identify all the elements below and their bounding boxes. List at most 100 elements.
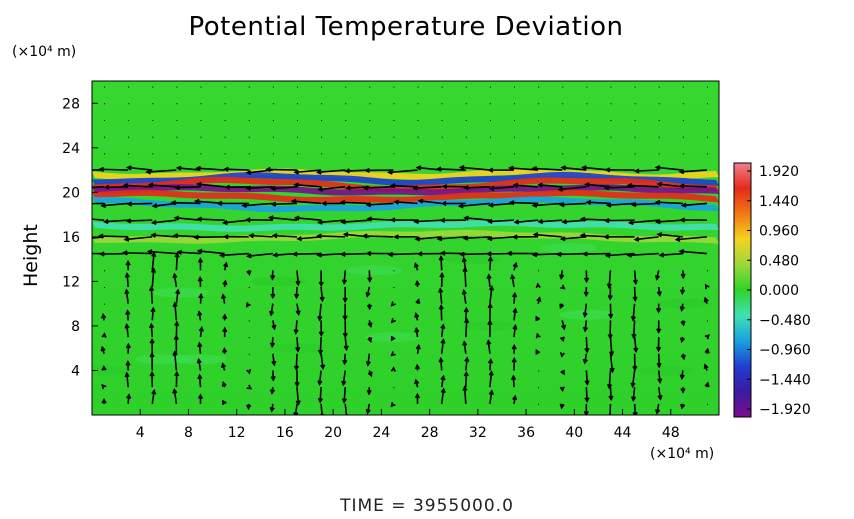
wind-dot bbox=[321, 103, 323, 105]
wind-arrowhead bbox=[630, 316, 636, 322]
y-tick-label: 12 bbox=[62, 274, 80, 290]
wind-arrowhead bbox=[440, 338, 446, 344]
wind-arrowhead bbox=[630, 382, 636, 389]
wind-dot bbox=[104, 119, 106, 121]
wind-arrowhead bbox=[365, 292, 371, 298]
wind-arrowhead bbox=[193, 198, 200, 205]
y-tick-label: 24 bbox=[62, 141, 80, 157]
wind-dot bbox=[104, 153, 106, 155]
wind-arrowhead bbox=[632, 365, 638, 372]
wind-arrow bbox=[197, 359, 202, 371]
wind-arrowhead bbox=[679, 374, 685, 381]
wind-arrow bbox=[487, 274, 491, 288]
wind-arrow bbox=[174, 303, 178, 321]
wind-arrowhead bbox=[605, 202, 612, 208]
wind-arrowhead bbox=[537, 218, 544, 225]
wind-arrowhead bbox=[172, 272, 178, 279]
wind-arrowhead bbox=[579, 216, 586, 222]
wind-arrow bbox=[247, 185, 273, 190]
wind-arrowhead bbox=[607, 295, 613, 301]
wind-arrow bbox=[633, 270, 637, 284]
wind-arrowhead bbox=[295, 346, 301, 353]
wind-arrowhead bbox=[632, 296, 638, 303]
wind-arrowhead bbox=[365, 250, 372, 257]
wind-arrow bbox=[440, 376, 445, 388]
wind-arrowhead bbox=[486, 235, 493, 242]
wind-arrowhead bbox=[316, 252, 322, 258]
wind-arrowhead bbox=[464, 317, 470, 324]
wind-arrowhead bbox=[603, 185, 610, 191]
plot-background bbox=[92, 81, 719, 415]
wind-arrowhead bbox=[441, 183, 448, 190]
temperature-patch bbox=[656, 298, 712, 309]
wind-arrowhead bbox=[293, 215, 300, 221]
wind-arrowhead bbox=[389, 183, 396, 189]
wind-arrow bbox=[440, 358, 443, 371]
wind-dot bbox=[393, 286, 395, 288]
wind-arrowhead bbox=[488, 389, 494, 396]
wind-arrowhead bbox=[361, 233, 368, 239]
wind-arrowhead bbox=[579, 232, 586, 239]
wind-arrow bbox=[632, 202, 659, 206]
wind-arrowhead bbox=[151, 203, 158, 209]
wind-arrow bbox=[223, 219, 249, 224]
wind-arrowhead bbox=[656, 328, 662, 334]
wind-arrowhead bbox=[655, 346, 662, 353]
wind-arrowhead bbox=[364, 167, 370, 174]
wind-arrowhead bbox=[80, 237, 84, 241]
wind-arrowhead bbox=[291, 251, 298, 257]
wind-arrow bbox=[628, 252, 659, 257]
wind-dot bbox=[538, 153, 540, 155]
wind-dot bbox=[248, 119, 250, 121]
wind-arrow bbox=[388, 169, 418, 174]
wind-arrowhead bbox=[197, 276, 203, 282]
wind-arrow bbox=[297, 236, 322, 240]
wind-arrowhead bbox=[704, 283, 710, 290]
time-label: TIME = 3955000.0 bbox=[340, 496, 514, 516]
wind-arrowhead bbox=[486, 273, 492, 280]
wind-arrowhead bbox=[341, 380, 347, 387]
wind-arrowhead bbox=[272, 252, 278, 258]
wind-arrow bbox=[489, 359, 492, 371]
wind-arrow bbox=[488, 219, 515, 223]
wind-dot bbox=[514, 153, 516, 155]
wind-arrowhead bbox=[603, 234, 609, 240]
colorbar-tick-label: −0.960 bbox=[759, 343, 811, 359]
wind-arrow bbox=[343, 270, 347, 284]
wind-dot bbox=[586, 153, 588, 155]
wind-arrow bbox=[175, 216, 201, 221]
wind-arrowhead bbox=[317, 397, 323, 404]
wind-arrowhead bbox=[316, 233, 322, 239]
wind-arrowhead bbox=[633, 236, 640, 242]
wind-arrowhead bbox=[631, 333, 637, 340]
temperature-band bbox=[92, 189, 719, 204]
wind-dot bbox=[128, 153, 130, 155]
wind-dot bbox=[634, 103, 636, 105]
wind-arrowhead bbox=[124, 288, 130, 295]
wind-arrowhead bbox=[270, 376, 276, 382]
wind-arrowhead bbox=[704, 347, 710, 354]
wind-arrowhead bbox=[488, 285, 495, 291]
wind-arrow bbox=[293, 252, 322, 256]
wind-arrowhead bbox=[487, 167, 494, 173]
wind-arrowhead bbox=[559, 403, 565, 410]
wind-arrowhead bbox=[560, 165, 567, 171]
wind-arrowhead bbox=[197, 310, 203, 316]
wind-arrowhead bbox=[584, 347, 590, 354]
wind-dot bbox=[706, 270, 708, 272]
wind-arrow bbox=[487, 340, 491, 354]
colorbar-tick-label: 0.480 bbox=[759, 253, 799, 269]
wind-dot bbox=[441, 119, 443, 121]
wind-arrowhead bbox=[151, 388, 157, 395]
wind-arrowhead bbox=[678, 169, 685, 175]
wind-arrowhead bbox=[632, 279, 639, 286]
wind-dot bbox=[706, 320, 708, 322]
wind-dot bbox=[128, 103, 130, 105]
wind-arrow bbox=[273, 234, 298, 238]
wind-arrowhead bbox=[584, 397, 590, 403]
wind-arrow bbox=[561, 166, 587, 171]
wind-arrowhead bbox=[703, 363, 709, 370]
wind-dot bbox=[176, 153, 178, 155]
wind-arrowhead bbox=[393, 234, 399, 240]
wind-dot bbox=[248, 86, 250, 88]
